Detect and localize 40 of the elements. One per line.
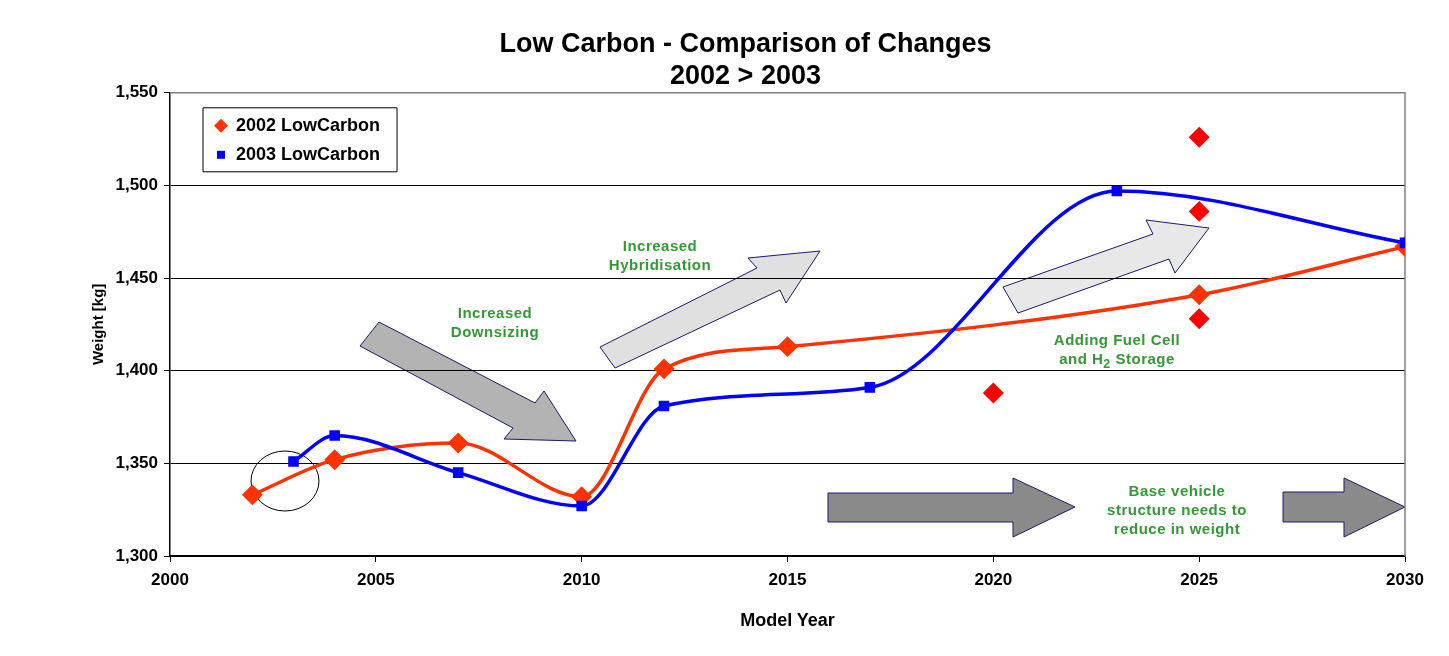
x-tick-label: 2020 (974, 569, 1013, 589)
point (864, 382, 876, 393)
annotation: Increased Hybridisation (607, 236, 713, 274)
annotation: Increased Downsizing (449, 303, 541, 341)
point (242, 485, 263, 505)
x-tick-label: 2025 (1180, 569, 1219, 589)
x-axis-title: Model Year (740, 610, 835, 631)
y-tick-label: 1,450 (115, 267, 158, 287)
annotation: Adding Fuel Cell and H$_{2}$ Storage (1052, 330, 1182, 373)
point (654, 359, 674, 379)
point (983, 383, 1004, 403)
point (288, 456, 299, 467)
x-tick-label: 2030 (1386, 569, 1424, 589)
point (1189, 285, 1209, 305)
chart-title: Low Carbon - Comparison of Changes (499, 27, 992, 58)
point (1189, 201, 1209, 222)
y-tick-label: 1,300 (115, 545, 158, 565)
x-tick-label: 2010 (562, 569, 601, 589)
point (1111, 185, 1123, 197)
legend-label: 2003 LowCarbon (236, 143, 381, 164)
point (324, 449, 345, 470)
y-tick-label: 1,550 (115, 82, 158, 102)
point (576, 500, 587, 512)
legend-label: 2002 LowCarbon (236, 114, 381, 135)
x-tick-label: 2005 (356, 569, 395, 589)
point (452, 467, 464, 478)
annotation: Base vehicle structure needs to reduce in weight (1106, 481, 1248, 538)
point (658, 400, 670, 412)
y-tick-label: 1,400 (115, 360, 158, 380)
point (777, 336, 798, 357)
x-tick-label: 2000 (151, 569, 189, 589)
y-tick-label: 1,350 (115, 453, 158, 473)
point (1189, 127, 1209, 148)
x-tick-label: 2015 (768, 569, 807, 589)
y-axis-title: Weight [kg] (89, 283, 107, 366)
y-tick-label: 1,500 (115, 175, 158, 195)
point (448, 433, 468, 453)
point (1189, 309, 1209, 329)
chart-subtitle: 2002 > 2003 (670, 60, 821, 91)
point (329, 430, 340, 441)
